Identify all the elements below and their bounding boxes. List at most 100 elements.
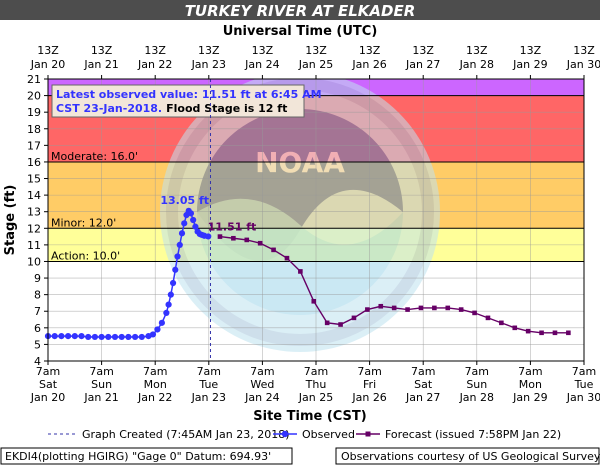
bottom-tick-time-3: 7am [197, 365, 221, 378]
observed-series [44, 207, 212, 341]
y-tick-label-12: 16 [27, 156, 41, 169]
latest-observation-box: Latest observed value: 11.51 ft at 6:45 … [51, 84, 322, 118]
y-tick-label-4: 8 [34, 289, 41, 302]
top-tick-time-2: 13Z [144, 44, 166, 57]
forecast-point-26 [566, 330, 571, 336]
forecast-point-22 [512, 325, 518, 331]
top-tick-time-5: 13Z [305, 44, 327, 57]
bottom-tick-day-3: Tue [198, 378, 218, 391]
bottom-tick-date-1: Jan 21 [83, 391, 118, 404]
top-tick-date-1: Jan 21 [83, 58, 118, 71]
forecast-point-14 [405, 307, 410, 312]
bottom-tick-day-10: Tue [574, 378, 594, 391]
observed-point-23 [172, 266, 179, 273]
top-tick-time-1: 13Z [91, 44, 113, 57]
legend-created-text: Graph Created (7:45AM Jan 23, 2018) [82, 428, 290, 441]
bottom-tick-time-9: 7am [518, 365, 542, 378]
footer-credit-text: Observations courtesy of US Geological S… [341, 450, 600, 463]
forecast-point-6 [298, 269, 303, 274]
forecast-point-19 [472, 310, 477, 316]
bottom-tick-time-0: 7am [36, 365, 60, 378]
top-tick-time-7: 13Z [412, 44, 434, 57]
forecast-point-5 [284, 255, 290, 261]
forecast-point-18 [458, 307, 464, 312]
bottom-tick-date-9: Jan 29 [512, 391, 547, 404]
top-tick-time-9: 13Z [520, 44, 542, 57]
bottom-tick-date-7: Jan 27 [405, 391, 440, 404]
forecast-series [217, 234, 571, 336]
x-axis-label: Site Time (CST) [253, 409, 366, 424]
observed-point-7 [91, 333, 98, 341]
bottom-tick-date-6: Jan 26 [351, 391, 386, 404]
observed-point-27 [181, 220, 188, 227]
observed-point-13 [132, 333, 139, 341]
observed-point-12 [125, 333, 132, 341]
top-axis-label: Universal Time (UTC) [223, 24, 378, 39]
y-tick-label-8: 12 [27, 222, 41, 235]
bottom-tick-time-7: 7am [411, 365, 435, 378]
info-date-line: CST 23-Jan-2018. Flood Stage is 12 ft [56, 102, 287, 115]
peak-value-label: 13.05 ft [160, 194, 209, 207]
top-tick-date-7: Jan 27 [405, 58, 440, 71]
forecast-point-13 [391, 305, 397, 311]
bottom-tick-day-1: Sun [91, 378, 112, 391]
observed-point-9 [105, 333, 112, 341]
bottom-tick-date-5: Jan 25 [298, 391, 333, 404]
bottom-tick-time-1: 7am [89, 365, 113, 378]
top-tick-time-8: 13Z [466, 44, 488, 57]
bottom-tick-date-3: Jan 23 [191, 391, 226, 404]
latest-value-label: 11.51 ft [208, 220, 257, 233]
forecast-point-4 [271, 247, 276, 253]
bottom-tick-time-2: 7am [143, 365, 167, 378]
forecast-point-23 [525, 328, 531, 334]
observed-point-14 [138, 333, 145, 341]
observed-point-8 [98, 333, 105, 341]
y-tick-label-2: 6 [34, 322, 41, 335]
forecast-point-17 [445, 305, 451, 311]
top-tick-date-5: Jan 25 [298, 58, 333, 71]
y-tick-label-7: 11 [27, 239, 41, 252]
forecast-point-24 [539, 330, 544, 336]
bottom-tick-date-8: Jan 28 [459, 391, 494, 404]
observed-point-22 [169, 279, 177, 287]
top-tick-time-4: 13Z [252, 44, 274, 57]
y-tick-label-0: 4 [34, 355, 41, 368]
forecast-point-25 [552, 330, 558, 336]
footer-left-box [0, 447, 293, 465]
observed-point-3 [65, 333, 72, 340]
bottom-tick-day-5: Thu [305, 378, 327, 391]
bottom-tick-day-7: Sat [414, 378, 433, 391]
top-tick-date-8: Jan 28 [459, 58, 494, 71]
forecast-point-11 [365, 307, 370, 312]
title-bar [0, 0, 600, 20]
top-tick-date-4: Jan 24 [244, 58, 279, 71]
forecast-point-1 [231, 235, 236, 241]
legend-forecast-text: Forecast (issued 7:58PM Jan 22) [385, 428, 561, 441]
y-axis-label: Stage (ft) [3, 185, 18, 256]
y-tick-label-1: 5 [34, 338, 41, 351]
top-tick-date-10: Jan 30 [566, 58, 600, 71]
observed-point-24 [174, 253, 181, 260]
observed-point-16 [149, 331, 157, 338]
forecast-point-3 [257, 240, 263, 246]
top-tick-date-2: Jan 22 [137, 58, 172, 71]
observed-point-10 [111, 333, 119, 341]
bottom-tick-time-4: 7am [250, 365, 274, 378]
flood-label-action: Action: 10.0' [51, 249, 120, 262]
observed-point-19 [163, 309, 170, 316]
bottom-tick-time-5: 7am [304, 365, 328, 378]
forecast-point-7 [311, 298, 317, 304]
observed-point-21 [167, 291, 174, 298]
y-tick-label-15: 19 [27, 106, 41, 119]
bottom-tick-day-8: Sun [466, 378, 487, 391]
top-tick-date-0: Jan 20 [30, 58, 65, 71]
y-tick-label-14: 18 [27, 123, 41, 136]
y-tick-label-16: 20 [27, 90, 41, 103]
observed-point-25 [176, 241, 183, 248]
info-box-frame [51, 84, 305, 118]
legend-observed-text: Observed [302, 428, 355, 441]
legend-forecast-marker [365, 431, 371, 437]
bottom-tick-day-4: Wed [250, 378, 274, 391]
